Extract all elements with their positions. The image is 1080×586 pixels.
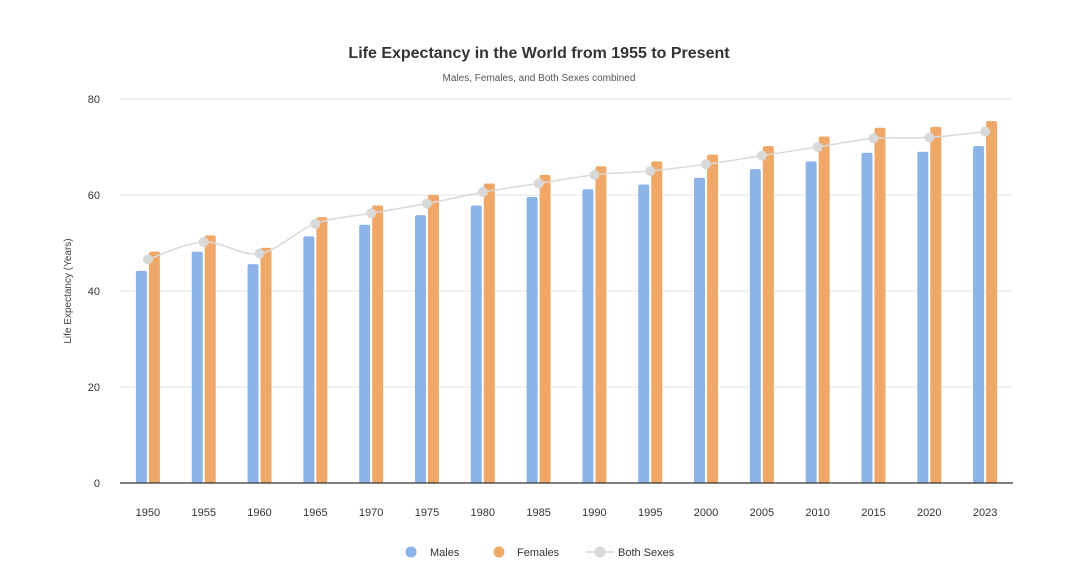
point-both-sexes-2010 bbox=[812, 142, 823, 152]
point-both-sexes-1985 bbox=[533, 178, 544, 189]
point-both-sexes-1950 bbox=[142, 254, 153, 265]
x-tick-label-1985: 1985 bbox=[526, 507, 550, 519]
point-both-sexes-2000 bbox=[701, 159, 712, 170]
bar-females-1985 bbox=[539, 174, 551, 483]
point-both-sexes-2023 bbox=[980, 126, 991, 137]
x-tick-label-2010: 2010 bbox=[805, 507, 829, 519]
bar-females-1975 bbox=[427, 195, 439, 483]
point-both-sexes-1975 bbox=[421, 198, 432, 209]
bar-males-1995 bbox=[638, 184, 650, 483]
bar-males-1990 bbox=[582, 189, 594, 484]
bar-females-2005 bbox=[762, 146, 774, 484]
bar-females-2015 bbox=[874, 127, 886, 484]
bar-males-1950 bbox=[135, 270, 147, 483]
y-tick-label-60: 60 bbox=[88, 190, 100, 202]
x-tick-label-1970: 1970 bbox=[359, 507, 383, 519]
chart-title: Life Expectancy in the World from 1955 t… bbox=[348, 45, 730, 62]
bar-males-1955 bbox=[191, 251, 203, 483]
y-tick-label-80: 80 bbox=[88, 94, 100, 106]
point-both-sexes-1995 bbox=[645, 166, 656, 176]
bar-females-1955 bbox=[204, 235, 216, 483]
x-tick-label-1950: 1950 bbox=[136, 507, 160, 519]
x-tick-label-2020: 2020 bbox=[917, 507, 941, 519]
point-both-sexes-1990 bbox=[589, 169, 600, 180]
bars bbox=[135, 121, 998, 484]
x-tick-label-2023: 2023 bbox=[973, 507, 997, 519]
bar-males-1960 bbox=[247, 264, 259, 483]
bar-males-2005 bbox=[749, 169, 761, 483]
bar-females-1965 bbox=[316, 217, 328, 483]
legend-label-both-sexes: Both Sexes bbox=[618, 547, 675, 559]
bar-females-1950 bbox=[148, 251, 160, 483]
bar-males-2010 bbox=[805, 161, 817, 483]
x-tick-label-1980: 1980 bbox=[471, 507, 495, 519]
bar-females-1960 bbox=[260, 247, 272, 483]
bar-males-1965 bbox=[303, 236, 315, 483]
point-both-sexes-2020 bbox=[924, 132, 935, 143]
chart-subtitle: Males, Females, and Both Sexes combined bbox=[443, 73, 636, 84]
x-tick-label-1995: 1995 bbox=[638, 507, 662, 519]
bar-females-1980 bbox=[483, 183, 495, 484]
bar-females-2010 bbox=[818, 136, 830, 483]
x-tick-label-1975: 1975 bbox=[415, 507, 439, 519]
point-both-sexes-2005 bbox=[756, 150, 767, 161]
legend: Males Females Both Sexes bbox=[405, 546, 675, 559]
bar-males-2020 bbox=[917, 151, 929, 484]
x-tick-label-2000: 2000 bbox=[694, 507, 718, 519]
legend-marker-both-sexes bbox=[594, 546, 606, 558]
point-both-sexes-1955 bbox=[198, 237, 209, 248]
line-both-sexes bbox=[147, 130, 986, 261]
point-both-sexes-1980 bbox=[477, 187, 488, 198]
x-tick-label-1965: 1965 bbox=[303, 507, 327, 519]
bar-females-1970 bbox=[372, 205, 384, 483]
bar-females-1990 bbox=[595, 166, 607, 483]
bar-males-1975 bbox=[414, 215, 426, 483]
point-both-sexes-2015 bbox=[868, 133, 879, 144]
bar-males-2000 bbox=[694, 177, 706, 483]
point-both-sexes-1960 bbox=[254, 248, 265, 259]
legend-label-females: Females bbox=[517, 547, 560, 559]
y-tick-label-0: 0 bbox=[94, 478, 100, 490]
bar-males-1980 bbox=[470, 205, 482, 483]
y-axis-label: Life Expectancy (Years) bbox=[63, 238, 74, 343]
point-both-sexes-1970 bbox=[366, 208, 377, 219]
y-tick-label-40: 40 bbox=[88, 286, 100, 298]
legend-label-males: Males bbox=[430, 547, 460, 559]
bar-females-2020 bbox=[930, 126, 942, 483]
x-tick-label-2005: 2005 bbox=[750, 507, 774, 519]
bar-males-2015 bbox=[861, 152, 873, 483]
bar-females-2000 bbox=[707, 154, 719, 483]
legend-marker-females bbox=[493, 546, 505, 558]
legend-marker-males bbox=[405, 546, 417, 558]
point-both-sexes-1965 bbox=[310, 218, 321, 229]
x-tick-label-2015: 2015 bbox=[861, 507, 885, 519]
bar-females-1995 bbox=[651, 161, 663, 483]
bar-females-2023 bbox=[986, 121, 998, 483]
both-sexes-line bbox=[142, 126, 991, 265]
bar-males-1985 bbox=[526, 196, 538, 484]
x-tick-label-1955: 1955 bbox=[191, 507, 215, 519]
bar-males-2023 bbox=[973, 146, 985, 484]
x-axis-ticks: 1950 1955 1960 1965 1970 1975 1980 1985 1990 1995… bbox=[136, 507, 998, 519]
x-tick-label-1990: 1990 bbox=[582, 507, 606, 519]
x-tick-label-1960: 1960 bbox=[247, 507, 271, 519]
bar-males-1970 bbox=[359, 224, 371, 483]
y-axis-ticks: 0 20 40 60 80 bbox=[88, 94, 100, 490]
y-tick-label-20: 20 bbox=[88, 382, 100, 394]
